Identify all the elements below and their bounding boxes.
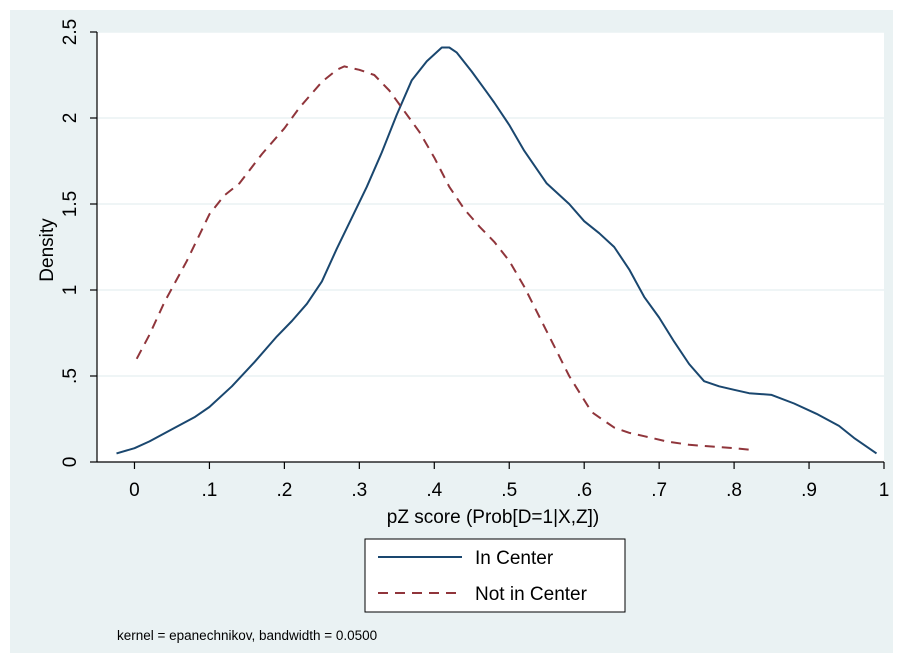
y-tick-label: 0: [60, 457, 81, 468]
x-axis-label: pZ score (Prob[D=1|X,Z]): [387, 507, 599, 528]
legend: In Center Not in Center: [364, 538, 626, 613]
y-tick-label: 2: [60, 113, 81, 124]
x-tick-label: .4: [426, 480, 442, 501]
x-tick-label: .6: [576, 480, 592, 501]
x-ticks: 0 .1 .2 .3 .4 .5 .6 .7 .8 .9 1: [129, 462, 889, 501]
series-layer: [116, 46, 878, 455]
y-axis-label: Density: [37, 218, 58, 282]
x-tick-label: .5: [501, 480, 517, 501]
grid-lines: [97, 31, 884, 377]
y-tick-label: 1.5: [60, 191, 81, 217]
y-tick-label: .5: [60, 368, 81, 384]
legend-label-in-center: In Center: [475, 548, 554, 569]
x-tick-label: .9: [801, 480, 817, 501]
x-tick-label: 0: [129, 480, 140, 501]
legend-box: [364, 538, 626, 613]
series-line-not-in-center: [135, 65, 753, 451]
legend-label-not-in-center: Not in Center: [475, 584, 588, 605]
x-tick-label: .8: [726, 480, 742, 501]
y-ticks: 0 .5 1 1.5 2 2.5: [60, 19, 97, 468]
series-line-in-center: [116, 46, 878, 455]
kernel-note: kernel = epanechnikov, bandwidth = 0.050…: [117, 628, 377, 643]
y-tick-label: 2.5: [60, 19, 81, 45]
x-tick-label: .7: [651, 480, 667, 501]
x-tick-label: 1: [879, 480, 890, 501]
x-tick-label: .3: [351, 480, 367, 501]
x-tick-label: .1: [201, 480, 217, 501]
x-tick-label: .2: [276, 480, 292, 501]
axes: [96, 32, 884, 463]
y-tick-label: 1: [60, 285, 81, 296]
